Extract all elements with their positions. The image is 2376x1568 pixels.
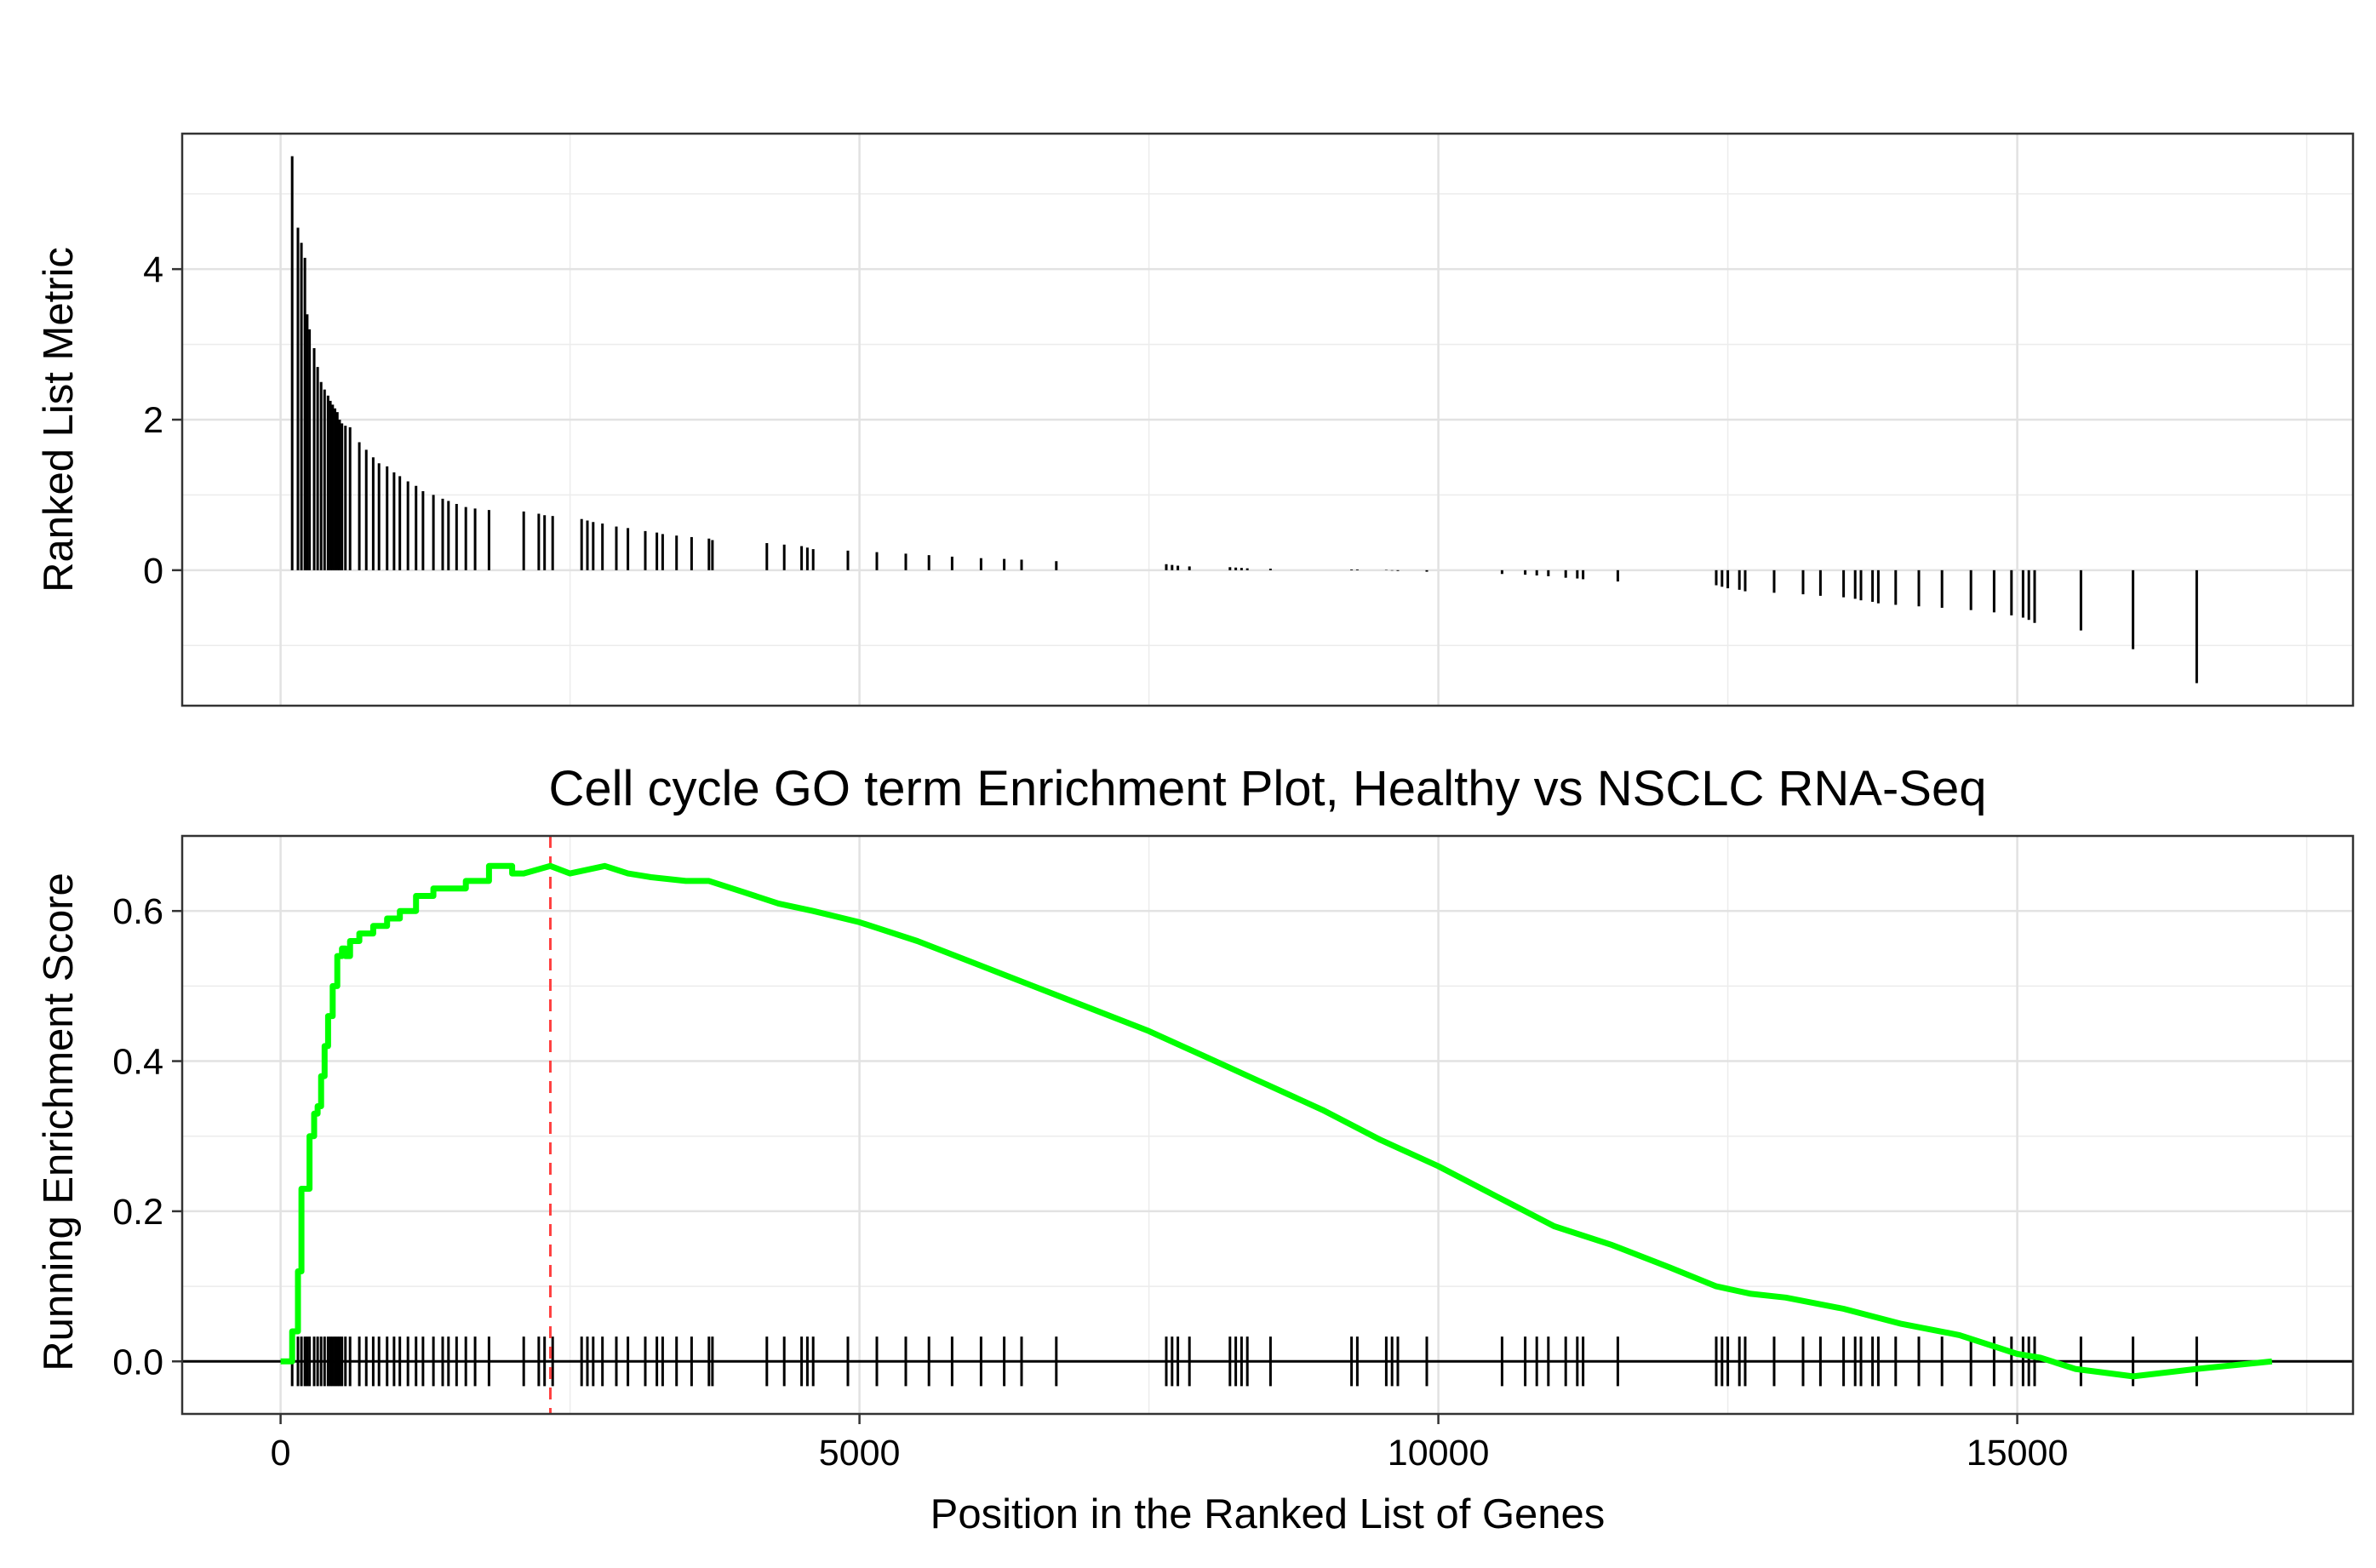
ranked-metric-y-ticks: 0 2 4 — [143, 249, 182, 592]
enrichment-x-ticks: 0 5000 10000 15000 — [271, 1414, 2069, 1474]
enrichment-y-ticks: 0.0 0.2 0.4 0.6 — [112, 891, 182, 1382]
y-tick-label: 0.2 — [112, 1192, 163, 1233]
enrichment-y-axis-title: Running Enrichment Score — [36, 873, 82, 1371]
x-tick-label: 10000 — [1388, 1433, 1490, 1474]
enrichment-panel: Cell cycle GO term Enrichment Plot, Heal… — [36, 761, 2355, 1537]
y-tick-label: 0 — [143, 551, 163, 592]
enrichment-plot-title: Cell cycle GO term Enrichment Plot, Heal… — [549, 761, 1987, 816]
x-tick-label: 0 — [271, 1433, 291, 1474]
x-tick-label: 5000 — [819, 1433, 901, 1474]
enrichment-panel-border — [180, 834, 2355, 1416]
y-tick-label: 0.6 — [112, 891, 163, 932]
running-enrichment-score-line — [280, 862, 2273, 1380]
enrichment-x-axis-title: Position in the Ranked List of Genes — [930, 1491, 1606, 1537]
y-tick-label: 4 — [143, 249, 163, 290]
ranked-metric-panel: 0 2 4 Ranked List Metric — [36, 132, 2355, 707]
enrichment-plot-area — [182, 836, 2353, 1414]
x-tick-label: 15000 — [1967, 1433, 2069, 1474]
y-tick-label: 2 — [143, 400, 163, 441]
y-tick-label: 0.0 — [112, 1342, 163, 1382]
ranked-metric-bars — [290, 156, 2198, 684]
ranked-metric-grid — [182, 134, 2353, 706]
ranked-metric-y-axis-title: Ranked List Metric — [36, 247, 82, 592]
y-tick-label: 0.4 — [112, 1042, 163, 1083]
